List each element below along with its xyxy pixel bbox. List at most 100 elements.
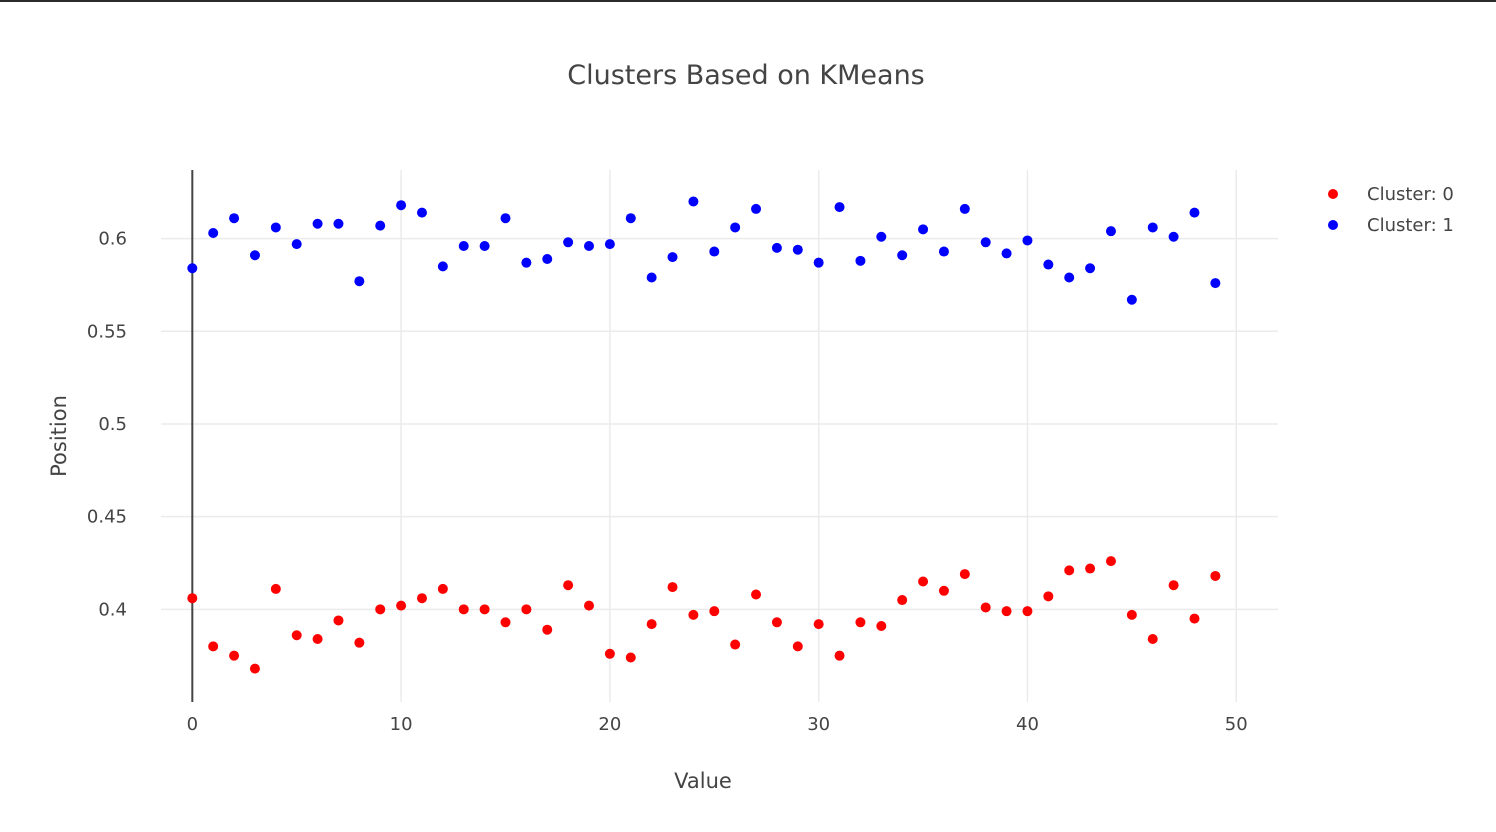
grid [161,170,1278,702]
cluster-1-point [980,237,991,248]
cluster-0-point [1001,606,1012,617]
legend-label: Cluster: 0 [1367,184,1454,205]
cluster-0-point [897,595,908,606]
legend-marker-icon [1328,220,1338,230]
cluster-1-point [333,218,344,229]
cluster-0-point [375,604,386,615]
cluster-1-point [897,250,908,261]
cluster-0-point [563,580,574,591]
cluster-0-point [479,604,490,615]
cluster-0-point [1210,570,1221,581]
cluster-0-point [312,633,323,644]
cluster-1-point [500,213,511,224]
cluster-0-point [458,604,469,615]
cluster-0-point [396,600,407,611]
cluster-0-point [938,585,949,596]
cluster-0-point [500,617,511,628]
legend-label: Cluster: 1 [1367,215,1454,236]
y-tick-label: 0.55 [87,321,127,342]
cluster-1-point [1147,222,1158,233]
legend-marker-icon [1328,189,1338,199]
cluster-0-point [1043,591,1054,602]
x-tick-label: 30 [807,714,830,735]
cluster-1-point [1064,272,1075,283]
cluster-1-point [709,246,720,257]
cluster-0-point [1085,563,1096,574]
cluster-1-point [458,241,469,251]
cluster-0-point [249,663,260,674]
cluster-1-point [1085,263,1096,274]
tick-labels: 0 10 20 30 40 50 0.4 0.45 0.5 0.55 0.6 [87,229,1248,735]
cluster-1-point [416,207,427,218]
cluster-0-point [604,648,615,659]
cluster-1-point [479,241,490,251]
cluster-0-point [1022,606,1033,617]
cluster-1-point [187,263,198,274]
cluster-0-point [1064,565,1075,576]
legend-item-cluster-1[interactable]: Cluster: 1 [1328,215,1454,236]
cluster-1-point [730,222,741,233]
cluster-0-point [1189,613,1200,624]
cluster-0-point [584,600,595,611]
y-axis-title: Position [47,395,71,477]
chart-title: Clusters Based on KMeans [567,60,925,91]
y-tick-label: 0.4 [98,599,127,620]
cluster-0-point [1147,633,1158,644]
cluster-1-point [1001,248,1012,259]
cluster-0-point [625,652,636,663]
cluster-1-point [1043,259,1054,270]
cluster-1-point [751,203,762,214]
cluster-1-point [604,239,615,250]
cluster-1-point [959,203,970,214]
cluster-1-point [354,276,365,287]
cluster-1-point [563,237,574,248]
cluster-0-point [771,617,782,628]
cluster-0-point [876,621,887,631]
cluster-1-point [834,202,845,213]
cluster-0-point [792,641,803,652]
cluster-1-point [1189,207,1200,218]
cluster-0-point [688,609,699,620]
cluster-1-point [688,196,699,207]
x-tick-label: 20 [598,714,621,735]
x-tick-label: 50 [1225,714,1248,735]
cluster-0-point [918,576,929,587]
y-tick-label: 0.6 [98,229,127,250]
cluster-1-point [542,253,553,264]
cluster-0-point [208,641,219,652]
cluster-0-point [730,639,741,650]
cluster-0-point [1126,609,1137,620]
legend[interactable]: Cluster: 0 Cluster: 1 [1328,184,1454,236]
cluster-0-point [354,637,365,648]
cluster-0-point [187,593,198,604]
cluster-0-point [834,650,845,661]
cluster-0-point [980,602,991,613]
cluster-1-point [291,239,302,250]
cluster-0-point [646,619,657,630]
x-tick-label: 0 [187,714,198,735]
cluster-0-point [667,582,678,593]
y-tick-label: 0.5 [98,414,127,435]
y-tick-label: 0.45 [87,507,127,528]
cluster-0-point [959,569,970,580]
cluster-0-point [437,583,448,594]
cluster-0-point [1168,580,1179,591]
cluster-1-point [667,252,678,263]
legend-item-cluster-0[interactable]: Cluster: 0 [1328,184,1454,205]
cluster-1-point [312,218,323,229]
cluster-0-point [542,624,553,635]
cluster-0-point [855,617,866,628]
cluster-1-point [584,241,595,251]
x-axis-title: Value [674,769,732,793]
top-border [0,0,1496,2]
cluster-0-point [813,619,824,630]
cluster-1-point [375,220,386,231]
cluster-1-point [792,244,803,255]
cluster-0-point [521,604,532,615]
cluster-1-point [1022,235,1033,246]
cluster-0-point [270,583,281,594]
cluster-1-point [1168,231,1179,242]
cluster-0-point [1105,556,1116,567]
cluster-1-point [1210,278,1221,289]
